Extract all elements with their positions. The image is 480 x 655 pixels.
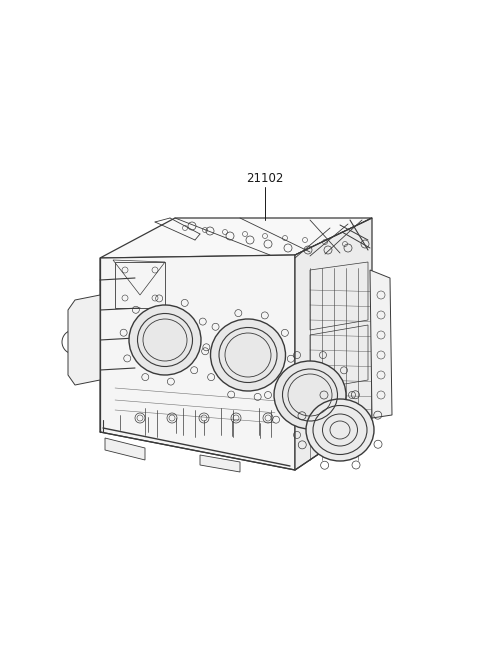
Polygon shape [100, 255, 295, 470]
Polygon shape [68, 295, 100, 385]
Polygon shape [105, 438, 145, 460]
Polygon shape [200, 455, 240, 472]
Ellipse shape [211, 319, 286, 391]
Ellipse shape [129, 305, 201, 375]
Ellipse shape [306, 399, 374, 461]
Polygon shape [295, 218, 372, 470]
Polygon shape [370, 270, 392, 418]
Ellipse shape [274, 361, 346, 429]
Text: 21102: 21102 [246, 172, 284, 185]
Polygon shape [100, 218, 372, 258]
